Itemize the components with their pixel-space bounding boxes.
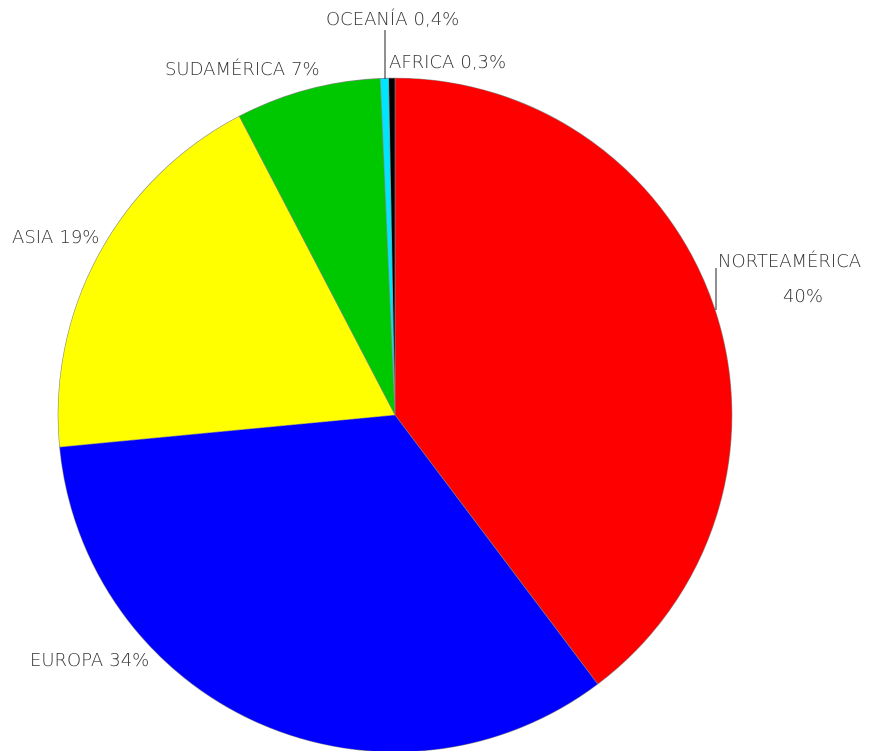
- value-label: 0,4%: [414, 9, 460, 30]
- value-label: 40%: [783, 286, 823, 307]
- labels: NORTEAMÉRICA 40% EUROPA 34% ASIA 19% SUDAMÉRIC…: [12, 8, 861, 671]
- slice-label: SUDAMÉRICA 7%: [165, 58, 320, 80]
- slice-label: NORTEAMÉRICA: [718, 250, 861, 272]
- category-label: EUROPA: [30, 650, 103, 671]
- category-label: ASIA: [12, 227, 53, 248]
- value-label: 7%: [291, 59, 320, 80]
- slice-label: ASIA 19%: [12, 227, 99, 248]
- value-label: 34%: [109, 650, 149, 671]
- category-label: OCEANÍA: [326, 8, 408, 30]
- pie: [57, 77, 733, 751]
- category-label: AFRICA: [389, 52, 454, 73]
- slice: [57, 115, 396, 448]
- category-label: SUDAMÉRICA: [165, 58, 285, 80]
- value-label: 0,3%: [460, 52, 506, 73]
- slice: [59, 414, 599, 751]
- slice-label: OCEANÍA 0,4%: [326, 8, 459, 30]
- slice: [394, 77, 733, 685]
- value-label: 19%: [59, 227, 99, 248]
- slice: [238, 78, 396, 416]
- slice-label: AFRICA 0,3%: [389, 52, 506, 73]
- slice-label: EUROPA 34%: [30, 650, 149, 671]
- slice: [388, 77, 396, 416]
